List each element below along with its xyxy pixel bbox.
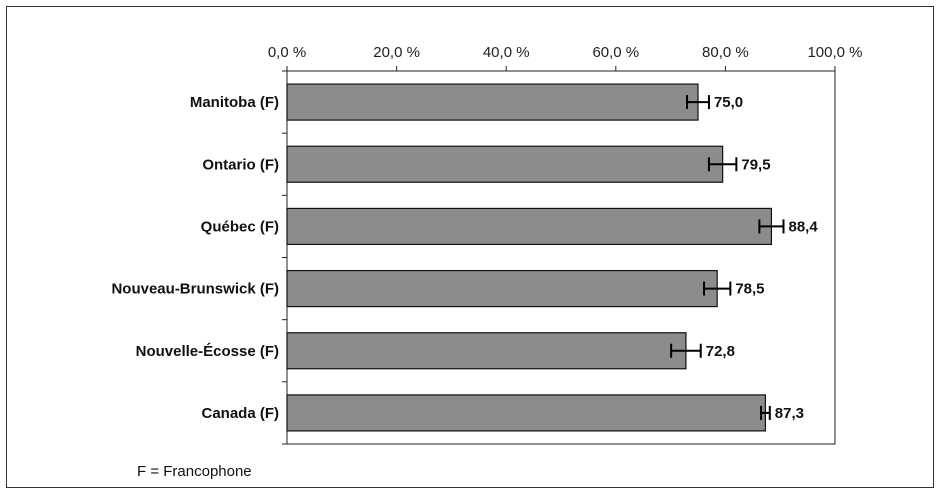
value-label: 87,3	[775, 405, 804, 422]
bar	[286, 207, 773, 246]
x-tick-label: 60,0 %	[592, 44, 639, 61]
category-label: Ontario (F)	[202, 156, 279, 173]
value-label: 72,8	[706, 343, 735, 360]
x-tick-label: 40,0 %	[483, 44, 530, 61]
y-axis-ticks	[282, 70, 287, 445]
bar-chart: 0,0 % 20,0 % 40,0 % 60,0 % 80,0 % 100,0 % Man…	[111, 44, 863, 445]
bar	[286, 394, 767, 432]
x-tick-label: 80,0 %	[702, 44, 749, 61]
value-labels: 75,0 79,5 88,4 78,5 72,8 87,3	[706, 94, 819, 422]
x-tick-label: 20,0 %	[373, 44, 420, 61]
x-tick-label: 0,0 %	[268, 44, 306, 61]
footnote: F = Francophone	[137, 463, 252, 480]
bar	[286, 332, 687, 370]
category-labels: Manitoba (F) Ontario (F) Québec (F) Nouveau…	[111, 94, 279, 422]
bar	[286, 83, 699, 121]
bar	[286, 269, 718, 308]
x-axis-ticks: 0,0 % 20,0 % 40,0 % 60,0 % 80,0 % 100,0 %	[268, 44, 863, 71]
value-label: 79,5	[741, 156, 770, 173]
bar	[286, 145, 724, 183]
value-label: 78,5	[735, 281, 764, 298]
bars	[286, 83, 773, 432]
error-bars	[670, 95, 785, 420]
category-label: Nouvelle-Écosse (F)	[136, 343, 279, 360]
x-tick-label: 100,0 %	[807, 44, 862, 61]
chart-frame: 0,0 % 20,0 % 40,0 % 60,0 % 80,0 % 100,0 % Man…	[6, 6, 934, 488]
plot-area	[286, 70, 836, 445]
value-label: 88,4	[788, 218, 818, 235]
category-label: Canada (F)	[201, 405, 279, 422]
category-label: Manitoba (F)	[190, 94, 279, 111]
category-label: Nouveau-Brunswick (F)	[111, 281, 279, 298]
value-label: 75,0	[714, 94, 743, 111]
category-label: Québec (F)	[201, 218, 279, 235]
